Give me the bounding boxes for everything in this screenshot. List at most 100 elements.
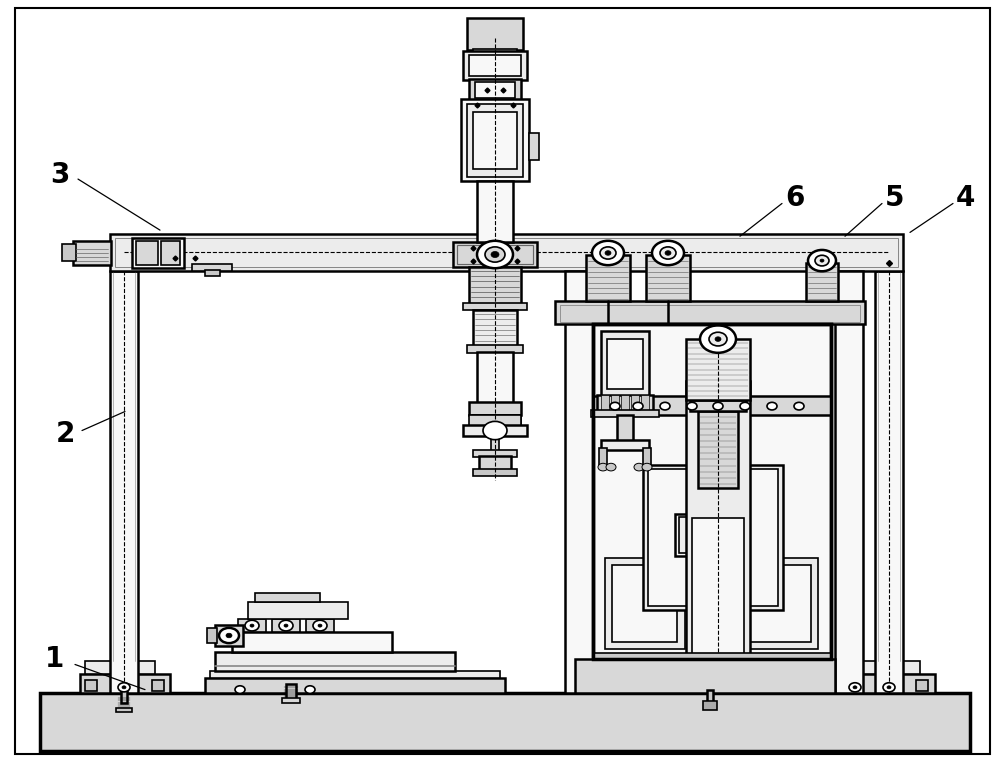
Bar — [631, 395, 639, 411]
Bar — [132, 238, 184, 268]
Circle shape — [700, 325, 736, 353]
Circle shape — [483, 421, 507, 440]
Bar — [453, 242, 537, 267]
Bar — [232, 632, 392, 652]
Circle shape — [660, 247, 676, 259]
Bar — [467, 104, 523, 177]
Bar — [493, 415, 501, 427]
Bar — [479, 456, 511, 471]
Bar — [85, 661, 155, 674]
Circle shape — [652, 241, 684, 265]
Bar — [612, 565, 677, 642]
Bar — [473, 415, 481, 427]
Bar — [586, 255, 630, 301]
Text: 2: 2 — [55, 421, 75, 448]
Bar — [703, 701, 717, 710]
Bar — [690, 400, 746, 411]
Bar — [469, 267, 521, 305]
Circle shape — [687, 402, 697, 410]
Bar — [607, 339, 643, 389]
Circle shape — [491, 251, 499, 258]
Bar — [503, 415, 511, 427]
Bar — [601, 331, 649, 396]
Bar — [475, 82, 515, 98]
Bar — [565, 271, 593, 693]
Circle shape — [887, 686, 891, 689]
Bar — [643, 465, 783, 610]
Circle shape — [605, 251, 611, 255]
Bar — [467, 18, 523, 50]
Text: 1: 1 — [45, 645, 65, 673]
Circle shape — [853, 686, 857, 689]
Bar — [469, 402, 521, 415]
Circle shape — [740, 402, 750, 410]
Bar — [845, 674, 935, 693]
Bar — [850, 661, 920, 674]
Bar — [467, 345, 523, 353]
Bar — [705, 565, 811, 642]
Bar — [248, 602, 348, 619]
Circle shape — [226, 633, 232, 638]
Bar — [238, 619, 266, 632]
Bar — [463, 51, 527, 80]
Bar — [207, 628, 217, 643]
Bar — [215, 652, 455, 671]
Bar — [850, 680, 862, 691]
Bar — [306, 619, 334, 632]
Bar — [473, 310, 517, 348]
Text: 3: 3 — [50, 162, 70, 189]
Bar — [73, 241, 111, 265]
Circle shape — [485, 247, 505, 262]
Bar — [210, 671, 500, 678]
Bar — [599, 448, 607, 465]
Bar — [152, 680, 164, 691]
Circle shape — [660, 402, 670, 410]
Bar — [477, 352, 513, 404]
Text: 4: 4 — [955, 184, 975, 212]
Bar — [692, 518, 744, 655]
Bar — [593, 324, 831, 659]
Circle shape — [477, 241, 513, 268]
Bar — [675, 514, 723, 556]
Bar — [617, 415, 633, 442]
Circle shape — [883, 683, 895, 692]
Bar — [115, 238, 898, 267]
Text: 6: 6 — [785, 184, 805, 212]
Bar — [601, 440, 649, 450]
Bar — [593, 653, 831, 659]
Bar — [463, 425, 527, 436]
Bar — [40, 693, 970, 751]
Bar — [707, 690, 713, 703]
Circle shape — [849, 683, 861, 692]
Circle shape — [715, 337, 721, 341]
Circle shape — [767, 402, 777, 410]
Bar — [473, 450, 517, 457]
Bar — [601, 395, 609, 411]
Circle shape — [815, 255, 829, 266]
Bar — [255, 593, 320, 602]
Circle shape — [794, 402, 804, 410]
Bar — [461, 99, 529, 181]
Circle shape — [606, 463, 616, 471]
Bar — [679, 517, 719, 553]
Circle shape — [709, 332, 727, 346]
Bar — [477, 181, 513, 242]
Circle shape — [600, 247, 616, 259]
Bar — [110, 271, 138, 693]
Bar — [593, 396, 831, 415]
Bar — [473, 49, 517, 53]
Circle shape — [122, 686, 126, 689]
Circle shape — [284, 624, 288, 627]
Bar — [513, 415, 521, 427]
Bar — [555, 301, 865, 324]
Circle shape — [820, 259, 824, 262]
Bar — [215, 625, 243, 646]
Circle shape — [118, 683, 130, 692]
Bar — [469, 55, 521, 76]
Bar — [473, 112, 517, 169]
Bar — [469, 415, 521, 427]
Circle shape — [592, 241, 624, 265]
Bar — [560, 305, 860, 322]
Circle shape — [633, 402, 643, 410]
Bar — [611, 395, 619, 411]
